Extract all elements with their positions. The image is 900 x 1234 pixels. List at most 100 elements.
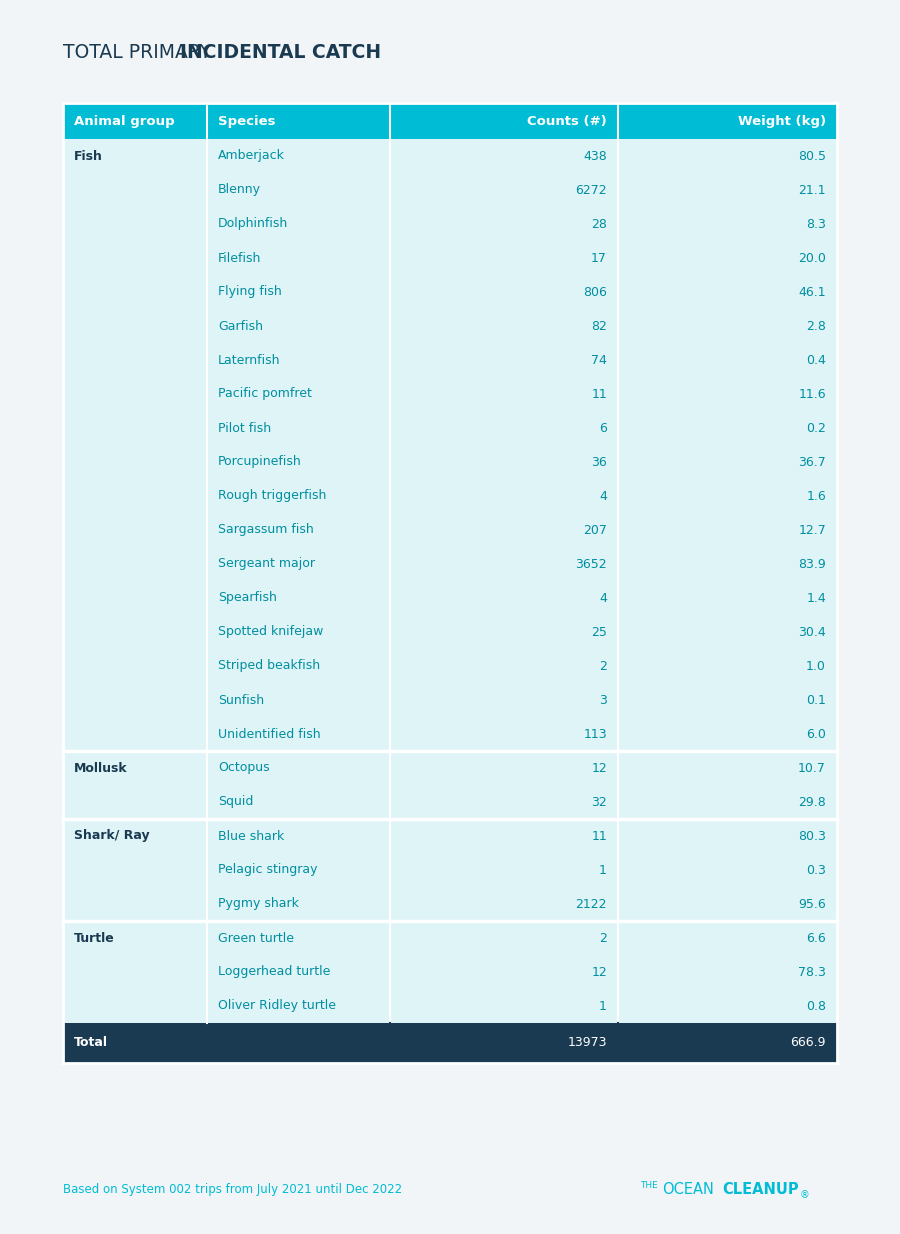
Text: Striped beakfish: Striped beakfish bbox=[218, 659, 320, 673]
Text: 95.6: 95.6 bbox=[798, 897, 826, 911]
Text: 3: 3 bbox=[599, 694, 607, 707]
Text: 12.7: 12.7 bbox=[798, 523, 826, 537]
Text: 1: 1 bbox=[599, 1000, 607, 1013]
Text: Spotted knifejaw: Spotted knifejaw bbox=[218, 626, 323, 638]
Bar bbox=[63, 173, 837, 207]
Text: 4: 4 bbox=[599, 490, 607, 502]
Text: 1: 1 bbox=[599, 864, 607, 876]
Text: Garfish: Garfish bbox=[218, 320, 263, 332]
Bar bbox=[63, 785, 837, 819]
Text: 806: 806 bbox=[583, 285, 607, 299]
Bar bbox=[63, 139, 837, 173]
Text: Animal group: Animal group bbox=[74, 115, 175, 127]
Text: 207: 207 bbox=[583, 523, 607, 537]
Bar bbox=[63, 343, 837, 378]
Text: 0.4: 0.4 bbox=[806, 353, 826, 366]
Text: 4: 4 bbox=[599, 591, 607, 605]
Text: 0.3: 0.3 bbox=[806, 864, 826, 876]
Text: 11: 11 bbox=[591, 829, 607, 843]
Bar bbox=[63, 752, 837, 785]
Text: Pelagic stingray: Pelagic stingray bbox=[218, 864, 318, 876]
Text: Total: Total bbox=[74, 1037, 108, 1049]
Text: 6: 6 bbox=[599, 422, 607, 434]
Bar bbox=[63, 241, 837, 275]
Bar bbox=[63, 955, 837, 988]
Bar bbox=[63, 308, 837, 343]
Bar bbox=[63, 411, 837, 445]
Bar bbox=[63, 853, 837, 887]
Text: THE: THE bbox=[640, 1181, 658, 1190]
Text: 0.1: 0.1 bbox=[806, 694, 826, 707]
Text: Fish: Fish bbox=[74, 149, 103, 163]
Text: TOTAL PRIMARY: TOTAL PRIMARY bbox=[63, 42, 217, 62]
Text: 11.6: 11.6 bbox=[798, 387, 826, 401]
Text: 83.9: 83.9 bbox=[798, 558, 826, 570]
Text: 2: 2 bbox=[599, 932, 607, 944]
Text: 80.5: 80.5 bbox=[798, 149, 826, 163]
Text: OCEAN: OCEAN bbox=[662, 1182, 714, 1197]
Text: Pygmy shark: Pygmy shark bbox=[218, 897, 299, 911]
Text: Blenny: Blenny bbox=[218, 184, 261, 196]
Bar bbox=[63, 275, 837, 308]
Bar bbox=[63, 682, 837, 717]
Text: Oliver Ridley turtle: Oliver Ridley turtle bbox=[218, 1000, 336, 1013]
Text: 25: 25 bbox=[591, 626, 607, 638]
Text: Spearfish: Spearfish bbox=[218, 591, 277, 605]
Bar bbox=[63, 988, 837, 1023]
Text: Dolphinfish: Dolphinfish bbox=[218, 217, 288, 231]
Text: 30.4: 30.4 bbox=[798, 626, 826, 638]
Text: 6.0: 6.0 bbox=[806, 728, 826, 740]
Bar bbox=[63, 445, 837, 479]
Text: Based on System 002 trips from July 2021 until Dec 2022: Based on System 002 trips from July 2021… bbox=[63, 1183, 402, 1197]
Bar bbox=[63, 819, 837, 853]
Text: 36.7: 36.7 bbox=[798, 455, 826, 469]
Text: 8.3: 8.3 bbox=[806, 217, 826, 231]
Text: 2: 2 bbox=[599, 659, 607, 673]
Text: Sunfish: Sunfish bbox=[218, 694, 264, 707]
Text: 113: 113 bbox=[583, 728, 607, 740]
Text: 0.8: 0.8 bbox=[806, 1000, 826, 1013]
Text: Amberjack: Amberjack bbox=[218, 149, 285, 163]
Text: 21.1: 21.1 bbox=[798, 184, 826, 196]
Text: Pacific pomfret: Pacific pomfret bbox=[218, 387, 312, 401]
Bar bbox=[63, 921, 837, 955]
Text: 2122: 2122 bbox=[575, 897, 607, 911]
Text: Filefish: Filefish bbox=[218, 252, 261, 264]
Text: 2.8: 2.8 bbox=[806, 320, 826, 332]
Text: 438: 438 bbox=[583, 149, 607, 163]
Text: Weight (kg): Weight (kg) bbox=[738, 115, 826, 127]
Text: 20.0: 20.0 bbox=[798, 252, 826, 264]
Bar bbox=[63, 479, 837, 513]
Text: Unidentified fish: Unidentified fish bbox=[218, 728, 320, 740]
Text: 0.2: 0.2 bbox=[806, 422, 826, 434]
Text: 10.7: 10.7 bbox=[798, 761, 826, 775]
Text: Mollusk: Mollusk bbox=[74, 761, 128, 775]
Text: Counts (#): Counts (#) bbox=[527, 115, 607, 127]
Text: INCIDENTAL CATCH: INCIDENTAL CATCH bbox=[180, 42, 381, 62]
Text: 666.9: 666.9 bbox=[790, 1037, 826, 1049]
Bar bbox=[63, 649, 837, 682]
Text: 13973: 13973 bbox=[568, 1037, 607, 1049]
Text: 1.0: 1.0 bbox=[806, 659, 826, 673]
Text: Porcupinefish: Porcupinefish bbox=[218, 455, 302, 469]
Text: 29.8: 29.8 bbox=[798, 796, 826, 808]
Bar bbox=[63, 887, 837, 921]
Text: 3652: 3652 bbox=[575, 558, 607, 570]
Text: 12: 12 bbox=[591, 761, 607, 775]
Bar bbox=[63, 102, 837, 139]
Text: Sergeant major: Sergeant major bbox=[218, 558, 315, 570]
Text: 6.6: 6.6 bbox=[806, 932, 826, 944]
Text: 36: 36 bbox=[591, 455, 607, 469]
Text: 1.6: 1.6 bbox=[806, 490, 826, 502]
Text: Sargassum fish: Sargassum fish bbox=[218, 523, 314, 537]
Text: 6272: 6272 bbox=[575, 184, 607, 196]
Text: Octopus: Octopus bbox=[218, 761, 270, 775]
Text: Flying fish: Flying fish bbox=[218, 285, 282, 299]
Bar bbox=[63, 1023, 837, 1062]
Text: 1.4: 1.4 bbox=[806, 591, 826, 605]
Bar bbox=[63, 581, 837, 615]
Text: 46.1: 46.1 bbox=[798, 285, 826, 299]
Text: Species: Species bbox=[218, 115, 275, 127]
Text: 17: 17 bbox=[591, 252, 607, 264]
Text: 80.3: 80.3 bbox=[798, 829, 826, 843]
